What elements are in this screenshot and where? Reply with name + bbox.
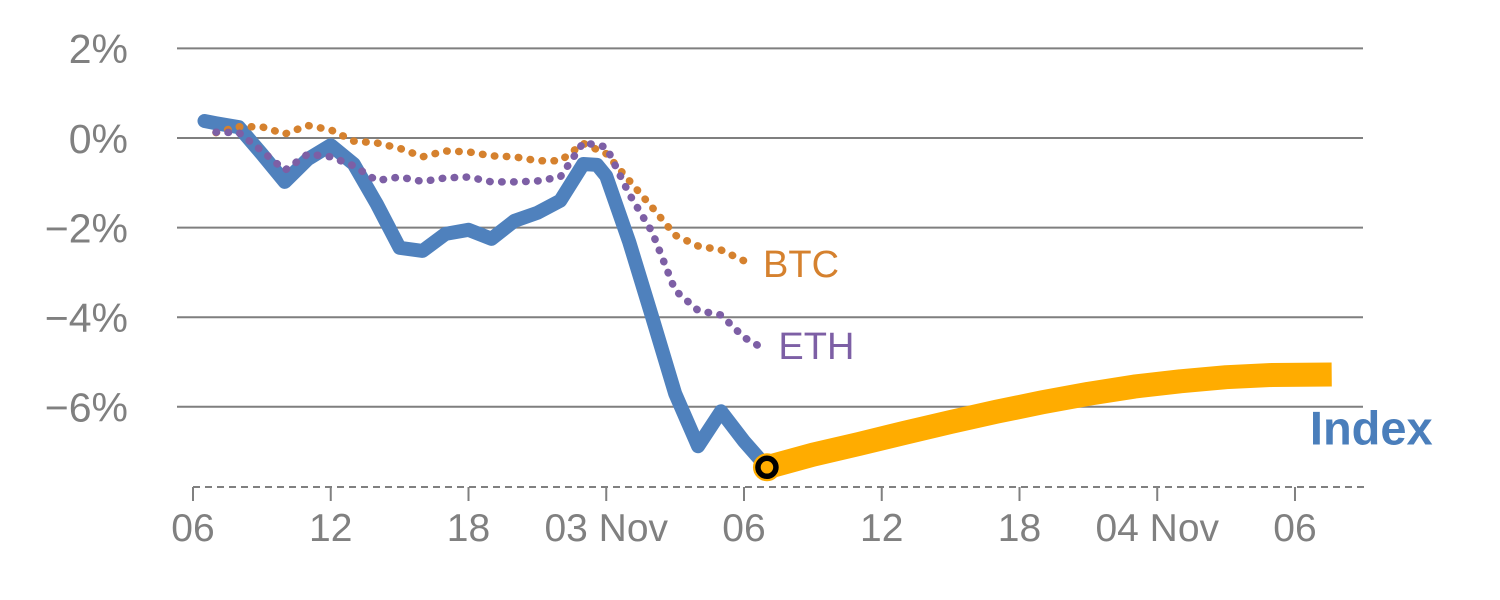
x-axis-labels: 06 12 18 03 Nov 06 12 18 04 Nov 06 (171, 507, 1316, 550)
x-tick-label: 03 Nov (544, 507, 668, 550)
x-tick-label: 06 (1273, 507, 1316, 550)
series-labels: BTC ETH Index (763, 244, 1433, 454)
y-tick-label: −4% (45, 295, 128, 341)
series-line-index-history (197, 114, 774, 475)
x-tick-label: 18 (998, 507, 1041, 550)
x-tick-label: 12 (309, 507, 352, 550)
x-tick-label: 06 (722, 507, 765, 550)
gridlines (177, 47, 1363, 408)
series-line-eth-history (212, 128, 762, 350)
x-tick-label: 12 (860, 507, 903, 550)
series-lines (197, 114, 1332, 479)
series-line-index-forecast (763, 362, 1332, 479)
series-label-btc: BTC (763, 244, 839, 286)
marker-ring (755, 455, 779, 480)
x-tick-label: 06 (171, 507, 214, 550)
series-label-eth: ETH (778, 326, 854, 368)
y-tick-label: 2% (69, 26, 128, 72)
y-tick-label: 0% (69, 116, 128, 162)
series-label-index: Index (1310, 401, 1433, 454)
y-tick-label: −2% (45, 205, 128, 251)
y-tick-label: −6% (45, 385, 128, 431)
series-line-btc-history (212, 121, 748, 265)
x-tick-label: 18 (447, 507, 490, 550)
x-tick-label: 04 Nov (1095, 507, 1219, 550)
y-axis-labels: 2% 0% −2% −4% −6% (45, 26, 128, 430)
current-value-marker (752, 453, 781, 482)
x-axis (192, 486, 1368, 501)
